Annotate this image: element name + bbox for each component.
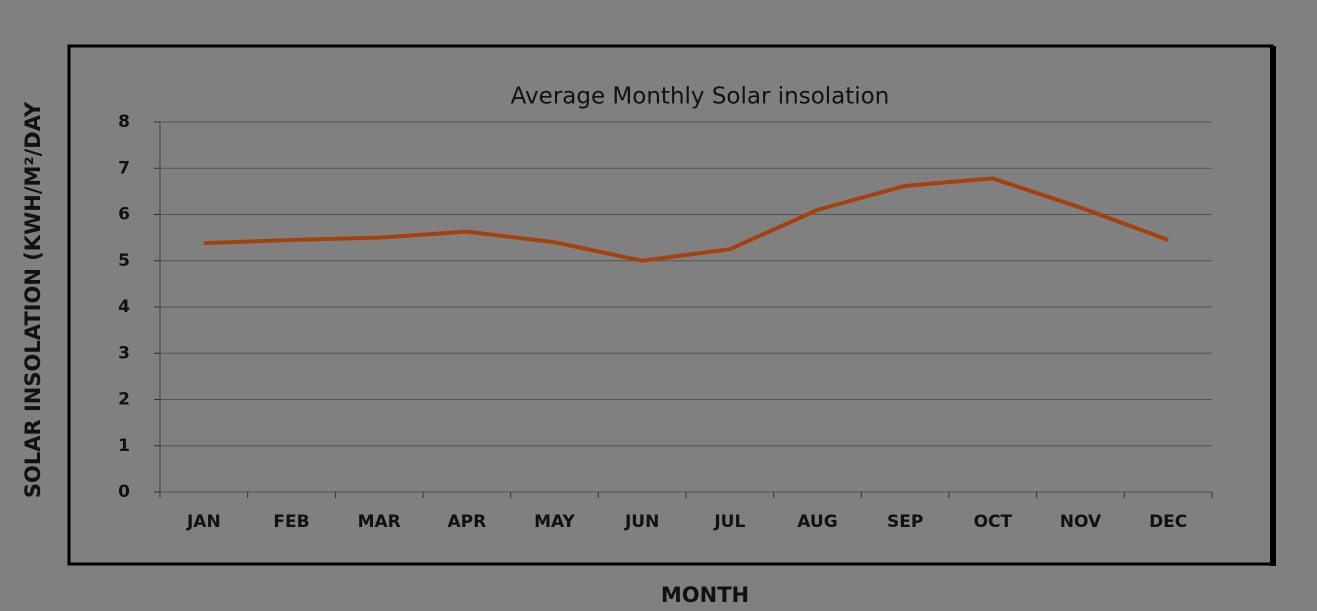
x-tick-label: JUN (624, 512, 659, 532)
y-tick-label: 1 (118, 436, 130, 456)
x-tick-label: JAN (186, 512, 221, 532)
line-series (203, 176, 1169, 263)
y-tick-label: 8 (118, 112, 130, 132)
x-tick-label: SEP (887, 512, 923, 532)
chart-title: Average Monthly Solar insolation (511, 84, 890, 110)
x-tick-label: OCT (974, 512, 1013, 532)
x-tick-label: DEC (1149, 512, 1187, 532)
y-tick-label: 6 (118, 205, 130, 225)
y-tick-label: 3 (118, 343, 130, 363)
y-tick-label: 0 (118, 482, 130, 502)
x-tick-label: JUL (713, 512, 745, 532)
x-tick-label: APR (447, 512, 486, 532)
x-tick-label: MAY (534, 512, 575, 532)
y-axis-label: SOLAR INSOLATION (KWH/M²/DAY (21, 101, 45, 498)
y-tick-label: 7 (118, 158, 130, 178)
x-axis-label: MONTH (661, 583, 749, 607)
x-tick-label: NOV (1060, 512, 1102, 532)
x-tick-label: AUG (797, 512, 837, 532)
x-tick-label: MAR (358, 512, 401, 532)
y-tick-label: 4 (118, 297, 130, 317)
y-tick-label: 2 (118, 390, 130, 410)
x-tick-label: FEB (273, 512, 309, 532)
y-tick-label: 5 (118, 251, 130, 271)
